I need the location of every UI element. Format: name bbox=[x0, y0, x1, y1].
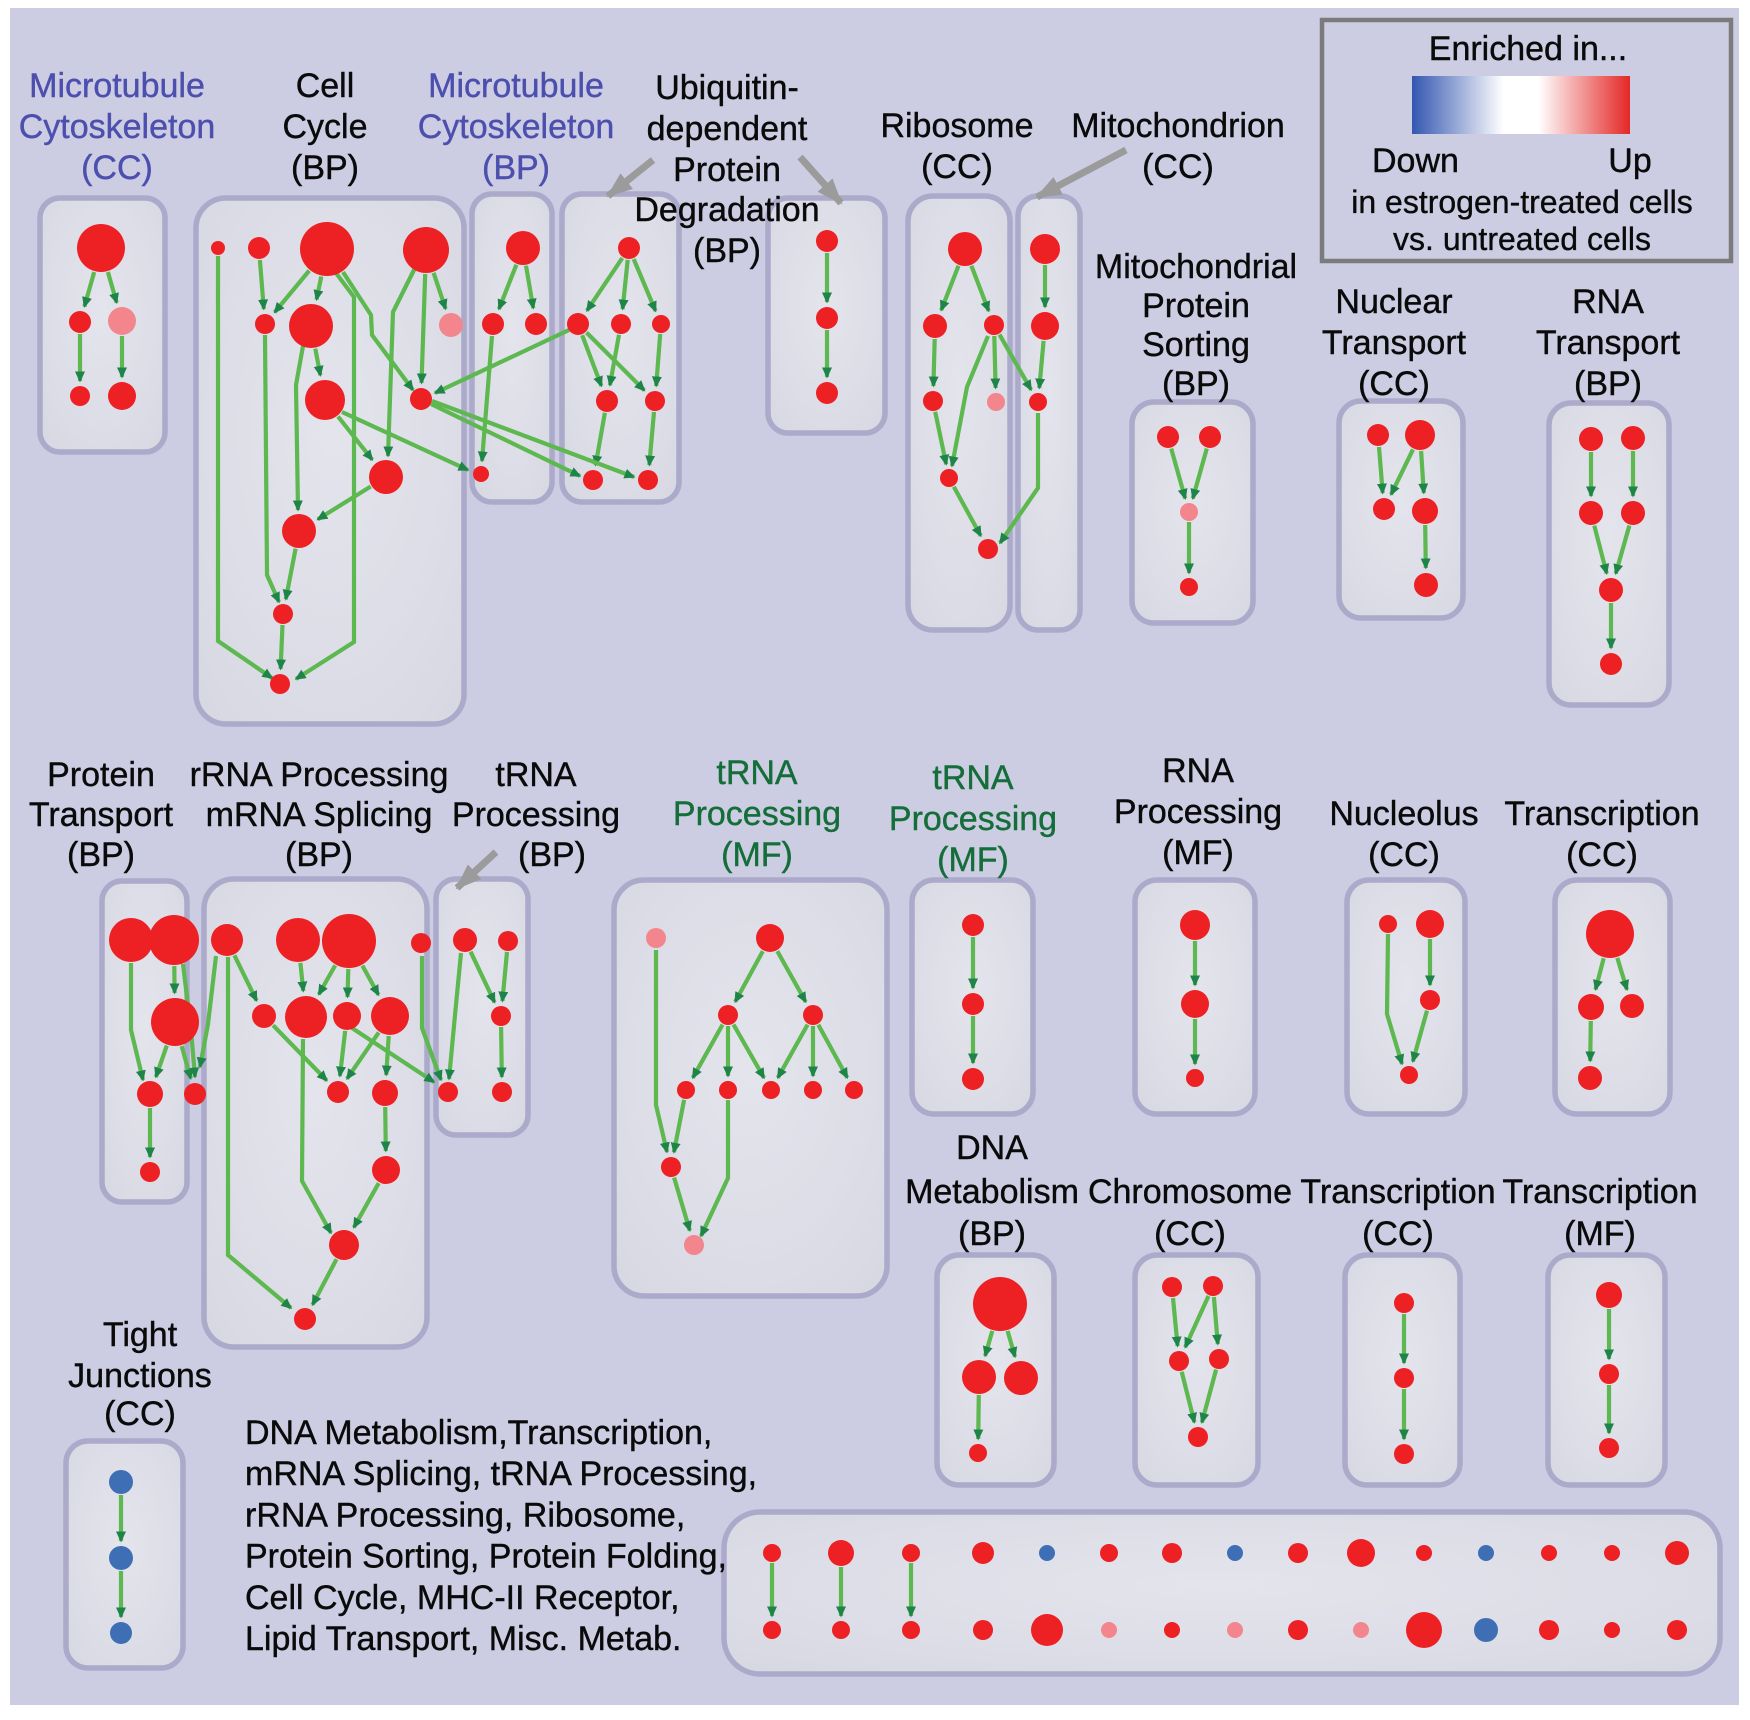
svg-text:(BP): (BP) bbox=[482, 149, 550, 187]
svg-text:(CC): (CC) bbox=[1142, 148, 1214, 186]
svg-text:Ubiquitin-: Ubiquitin- bbox=[655, 69, 799, 107]
svg-text:(MF): (MF) bbox=[1162, 834, 1234, 872]
svg-text:(BP): (BP) bbox=[1162, 365, 1230, 403]
svg-text:Nucleolus: Nucleolus bbox=[1329, 795, 1478, 833]
svg-text:Lipid Transport, Misc. Metab.: Lipid Transport, Misc. Metab. bbox=[245, 1620, 682, 1658]
svg-text:Cytoskeleton: Cytoskeleton bbox=[19, 108, 216, 146]
svg-text:(BP): (BP) bbox=[693, 232, 761, 270]
svg-text:(CC): (CC) bbox=[104, 1395, 176, 1433]
svg-text:(MF): (MF) bbox=[721, 836, 793, 874]
svg-text:Down: Down bbox=[1372, 142, 1459, 180]
svg-text:(BP): (BP) bbox=[518, 836, 586, 874]
svg-text:Mitochondrion: Mitochondrion bbox=[1071, 107, 1285, 145]
svg-text:(CC): (CC) bbox=[81, 149, 153, 187]
svg-text:Protein: Protein bbox=[1142, 287, 1250, 325]
svg-text:tRNA: tRNA bbox=[716, 754, 798, 792]
svg-text:Protein: Protein bbox=[673, 151, 781, 189]
svg-text:Protein: Protein bbox=[47, 756, 155, 794]
svg-text:Protein Sorting, Protein Foldi: Protein Sorting, Protein Folding, bbox=[245, 1538, 727, 1576]
svg-text:Degradation: Degradation bbox=[634, 191, 819, 229]
svg-text:DNA Metabolism,Transcription,: DNA Metabolism,Transcription, bbox=[245, 1414, 712, 1452]
svg-text:RNA: RNA bbox=[1162, 752, 1234, 790]
svg-text:rRNA Processing, Ribosome,: rRNA Processing, Ribosome, bbox=[245, 1496, 685, 1534]
svg-text:Nuclear: Nuclear bbox=[1335, 283, 1452, 321]
svg-text:Processing: Processing bbox=[1114, 793, 1282, 831]
svg-text:Enriched in...: Enriched in... bbox=[1429, 30, 1627, 68]
svg-text:(BP): (BP) bbox=[67, 836, 135, 874]
svg-text:Up: Up bbox=[1608, 142, 1651, 180]
svg-text:vs. untreated cells: vs. untreated cells bbox=[1393, 221, 1651, 257]
svg-text:(CC): (CC) bbox=[1358, 365, 1430, 403]
svg-text:Microtubule: Microtubule bbox=[29, 67, 205, 105]
svg-text:in estrogen-treated cells: in estrogen-treated cells bbox=[1351, 184, 1693, 220]
svg-text:dependent: dependent bbox=[647, 110, 808, 148]
svg-text:Cytoskeleton: Cytoskeleton bbox=[418, 108, 615, 146]
svg-text:Junctions: Junctions bbox=[68, 1357, 212, 1395]
svg-text:(BP): (BP) bbox=[1574, 365, 1642, 403]
svg-text:Transport: Transport bbox=[1536, 324, 1681, 362]
svg-text:Mitochondrial: Mitochondrial bbox=[1095, 248, 1297, 286]
svg-text:(MF): (MF) bbox=[937, 841, 1009, 879]
svg-text:tRNA: tRNA bbox=[495, 756, 577, 794]
svg-text:Chromosome: Chromosome bbox=[1088, 1173, 1292, 1211]
svg-text:Processing: Processing bbox=[889, 800, 1057, 838]
svg-text:(MF): (MF) bbox=[1564, 1215, 1636, 1253]
svg-text:Ribosome: Ribosome bbox=[880, 107, 1033, 145]
svg-text:(BP): (BP) bbox=[285, 836, 353, 874]
svg-text:Transport: Transport bbox=[29, 796, 174, 834]
svg-text:(BP): (BP) bbox=[291, 149, 359, 187]
svg-text:(CC): (CC) bbox=[1362, 1215, 1434, 1253]
svg-text:Processing: Processing bbox=[452, 796, 620, 834]
svg-text:Transport: Transport bbox=[1322, 324, 1467, 362]
svg-text:(CC): (CC) bbox=[921, 148, 993, 186]
svg-text:(BP): (BP) bbox=[958, 1215, 1026, 1253]
svg-text:Transcription: Transcription bbox=[1300, 1173, 1495, 1211]
svg-text:Transcription: Transcription bbox=[1504, 795, 1699, 833]
svg-text:(CC): (CC) bbox=[1566, 836, 1638, 874]
svg-text:Metabolism: Metabolism bbox=[905, 1173, 1079, 1211]
svg-text:DNA: DNA bbox=[956, 1129, 1028, 1167]
svg-text:Transcription: Transcription bbox=[1502, 1173, 1697, 1211]
svg-text:(CC): (CC) bbox=[1154, 1215, 1226, 1253]
svg-text:tRNA: tRNA bbox=[932, 759, 1014, 797]
svg-text:(CC): (CC) bbox=[1368, 836, 1440, 874]
svg-text:rRNA Processing: rRNA Processing bbox=[190, 756, 449, 794]
svg-text:mRNA Splicing: mRNA Splicing bbox=[206, 796, 433, 834]
svg-text:Processing: Processing bbox=[673, 795, 841, 833]
svg-text:Cell Cycle, MHC-II Receptor,: Cell Cycle, MHC-II Receptor, bbox=[245, 1579, 680, 1617]
svg-text:Sorting: Sorting bbox=[1142, 326, 1250, 364]
svg-text:Cycle: Cycle bbox=[282, 108, 367, 146]
svg-text:Tight: Tight bbox=[103, 1316, 178, 1354]
svg-text:mRNA Splicing, tRNA Processing: mRNA Splicing, tRNA Processing, bbox=[245, 1455, 757, 1493]
svg-text:RNA: RNA bbox=[1572, 283, 1644, 321]
svg-text:Microtubule: Microtubule bbox=[428, 67, 604, 105]
svg-text:Cell: Cell bbox=[296, 67, 355, 105]
